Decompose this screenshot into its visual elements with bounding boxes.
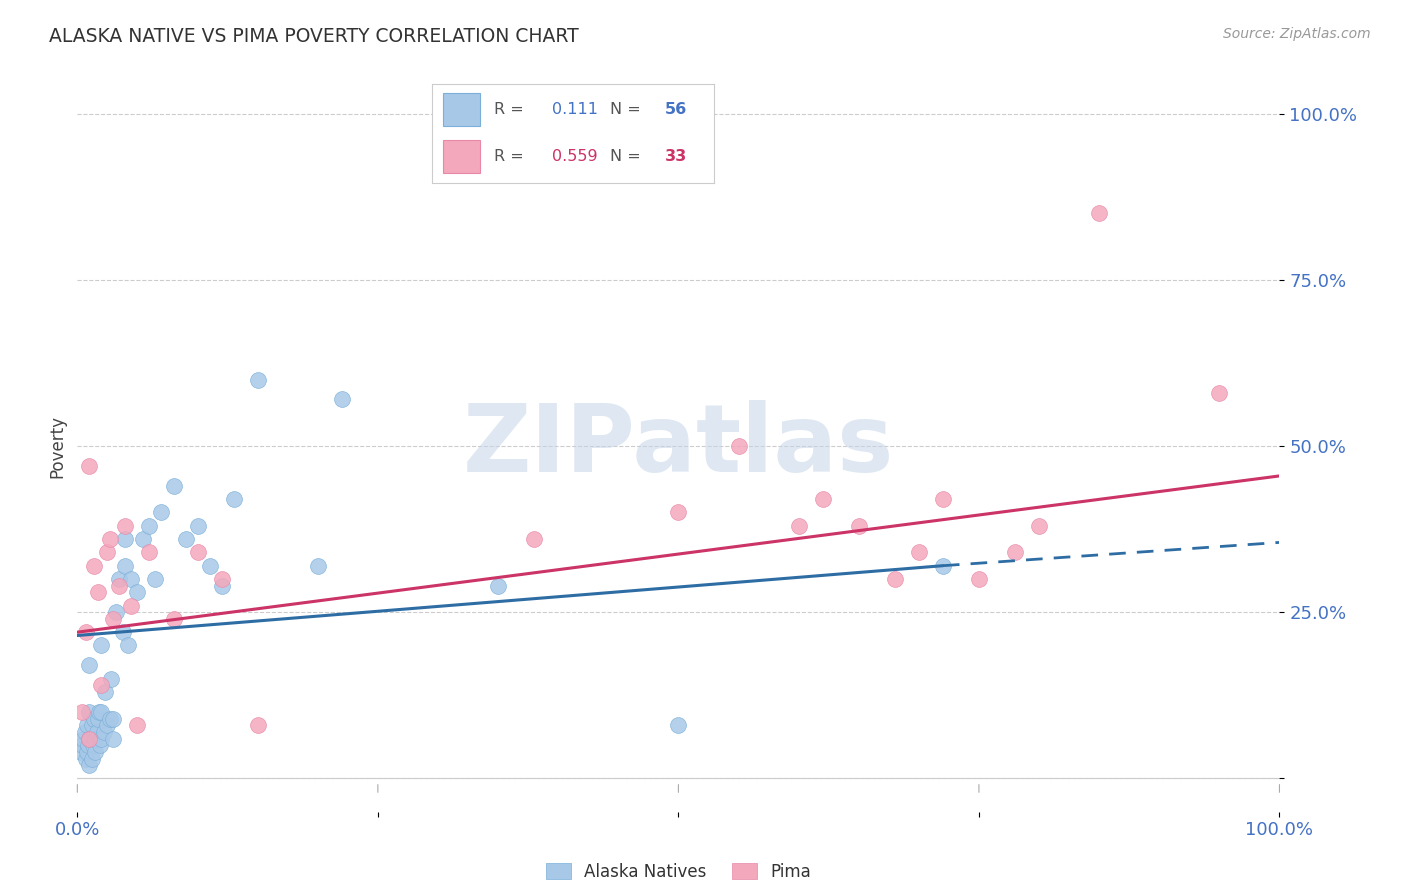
Point <box>87 705 110 719</box>
Point <box>90 678 112 692</box>
Point <box>162 612 184 626</box>
Point <box>103 712 125 726</box>
Point <box>108 579 131 593</box>
Point <box>70 705 93 719</box>
Point <box>96 545 118 559</box>
Point <box>132 532 155 546</box>
Point <box>198 558 221 573</box>
Point <box>86 725 108 739</box>
Point <box>72 731 94 746</box>
Point <box>70 745 93 759</box>
Point <box>79 758 101 772</box>
Point <box>77 738 100 752</box>
Point <box>523 532 546 546</box>
Text: Source: ZipAtlas.com: Source: ZipAtlas.com <box>1223 27 1371 41</box>
Point <box>114 518 136 533</box>
Point <box>94 685 117 699</box>
Text: ZIPatlas: ZIPatlas <box>463 400 894 492</box>
Point <box>138 518 160 533</box>
Point <box>114 532 136 546</box>
Point <box>98 712 121 726</box>
Point <box>127 585 149 599</box>
Point <box>1028 518 1050 533</box>
Text: ALASKA NATIVE VS PIMA POVERTY CORRELATION CHART: ALASKA NATIVE VS PIMA POVERTY CORRELATIO… <box>49 27 579 45</box>
Point <box>83 712 105 726</box>
Point <box>668 506 690 520</box>
Point <box>186 518 209 533</box>
Y-axis label: Poverty: Poverty <box>48 415 66 477</box>
Point <box>120 572 142 586</box>
Point <box>90 705 112 719</box>
Point <box>79 658 101 673</box>
Point <box>79 731 101 746</box>
Point <box>486 579 509 593</box>
Point <box>727 439 749 453</box>
Point <box>787 518 810 533</box>
Point <box>89 738 111 752</box>
Point <box>967 572 990 586</box>
Point <box>79 705 101 719</box>
Point <box>117 639 139 653</box>
Point <box>80 751 103 765</box>
Point <box>96 718 118 732</box>
Point <box>883 572 905 586</box>
Point <box>84 745 107 759</box>
Point <box>79 458 101 473</box>
Point <box>82 738 104 752</box>
Point <box>668 718 690 732</box>
Point <box>150 506 173 520</box>
Point <box>98 532 121 546</box>
Point <box>75 625 97 640</box>
Point <box>114 558 136 573</box>
Legend: Alaska Natives, Pima: Alaska Natives, Pima <box>540 856 817 888</box>
Point <box>76 718 98 732</box>
Point <box>1088 206 1111 220</box>
Point <box>848 518 870 533</box>
Point <box>330 392 353 407</box>
Point <box>76 745 98 759</box>
Point <box>104 605 127 619</box>
Point <box>108 572 131 586</box>
Point <box>90 639 112 653</box>
Point <box>111 625 134 640</box>
Point <box>84 731 107 746</box>
Point <box>211 572 233 586</box>
Point <box>103 731 125 746</box>
Point <box>100 672 122 686</box>
Point <box>70 738 93 752</box>
Point <box>246 718 269 732</box>
Point <box>186 545 209 559</box>
Point <box>246 372 269 386</box>
Point <box>811 492 834 507</box>
Point <box>79 731 101 746</box>
Point <box>87 712 110 726</box>
Point <box>1004 545 1026 559</box>
Point <box>307 558 329 573</box>
Point <box>932 492 955 507</box>
Point <box>93 725 115 739</box>
Point <box>932 558 955 573</box>
Point <box>145 572 167 586</box>
Point <box>211 579 233 593</box>
Point <box>127 718 149 732</box>
Point <box>87 585 110 599</box>
Point <box>120 599 142 613</box>
Point <box>75 751 97 765</box>
Point <box>138 545 160 559</box>
Point <box>90 731 112 746</box>
Point <box>1208 385 1230 400</box>
Point <box>174 532 197 546</box>
Point <box>83 558 105 573</box>
Point <box>908 545 931 559</box>
Point <box>103 612 125 626</box>
Point <box>162 479 184 493</box>
Point <box>222 492 245 507</box>
Point <box>80 718 103 732</box>
Point <box>73 725 96 739</box>
